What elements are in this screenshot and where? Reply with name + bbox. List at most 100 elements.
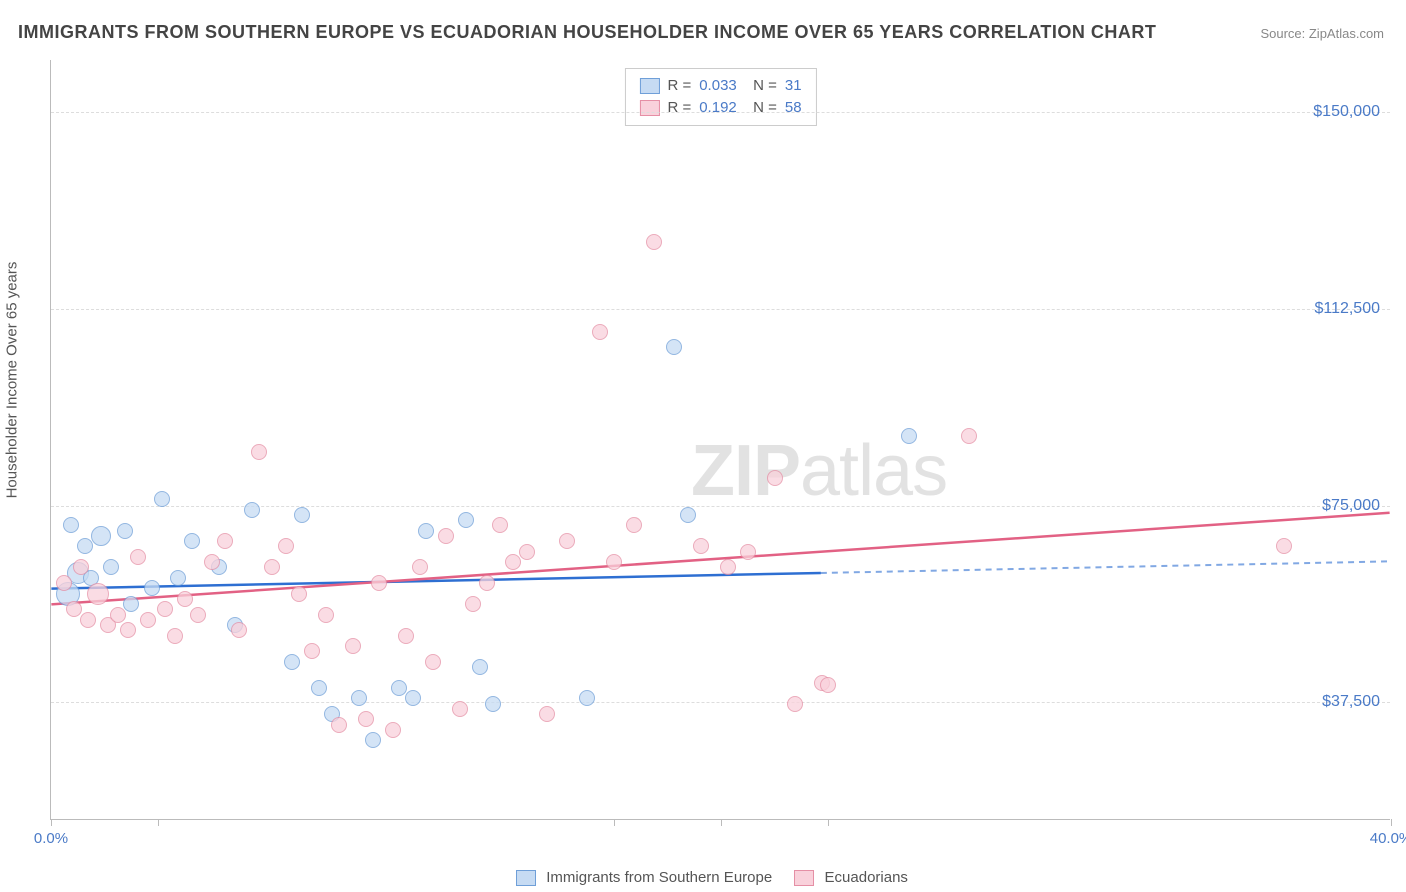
n-value-2: 58 [785,97,802,119]
data-point [190,607,206,623]
data-point [666,339,682,355]
data-point [579,690,595,706]
data-point [646,234,662,250]
data-point [177,591,193,607]
data-point [418,523,434,539]
data-point [539,706,555,722]
data-point [123,596,139,612]
trend-line [51,573,820,589]
data-point [251,444,267,460]
data-point [77,538,93,554]
data-point [465,596,481,612]
r-value-2: 0.192 [699,97,737,119]
data-point [278,538,294,554]
data-point [184,533,200,549]
n-value-1: 31 [785,75,802,97]
x-tick-label: 0.0% [34,830,68,847]
data-point [398,628,414,644]
data-point [73,559,89,575]
y-tick-label: $75,000 [1322,497,1380,515]
legend-row-1: R =0.033 N =31 [639,75,801,97]
data-point [318,607,334,623]
data-point [385,722,401,738]
data-point [351,690,367,706]
data-point [170,570,186,586]
data-point [626,517,642,533]
data-point [479,575,495,591]
data-point [458,512,474,528]
data-point [559,533,575,549]
data-point [311,680,327,696]
x-tick [828,819,829,826]
data-point [167,628,183,644]
data-point [140,612,156,628]
data-point [217,533,233,549]
data-point [1276,538,1292,554]
data-point [91,526,111,546]
data-point [204,554,220,570]
data-point [519,544,535,560]
data-point [130,549,146,565]
data-point [345,638,361,654]
x-tick [721,819,722,826]
y-tick-label: $37,500 [1322,693,1380,711]
data-point [231,622,247,638]
data-point [358,711,374,727]
data-point [117,523,133,539]
data-point [452,701,468,717]
data-point [264,559,280,575]
swatch-series-1 [639,78,659,94]
x-tick [614,819,615,826]
watermark-bold: ZIP [691,431,800,511]
data-point [820,677,836,693]
series-legend: Immigrants from Southern Europe Ecuadori… [0,869,1406,886]
series-label-2: Ecuadorians [825,869,908,886]
data-point [304,643,320,659]
gridline [51,702,1390,703]
chart-title: IMMIGRANTS FROM SOUTHERN EUROPE VS ECUAD… [18,22,1156,43]
series-label-1: Immigrants from Southern Europe [546,869,772,886]
data-point [412,559,428,575]
data-point [492,517,508,533]
x-tick-label: 40.0% [1370,830,1406,847]
data-point [365,732,381,748]
data-point [244,502,260,518]
data-point [120,622,136,638]
y-tick-label: $112,500 [1314,300,1380,318]
data-point [740,544,756,560]
y-tick-label: $150,000 [1313,103,1380,121]
data-point [56,575,72,591]
trend-lines [51,60,1390,819]
trend-line [51,513,1389,605]
swatch-bottom-2 [794,870,814,886]
x-tick [1391,819,1392,826]
data-point [87,583,109,605]
swatch-series-2 [639,100,659,116]
data-point [787,696,803,712]
data-point [438,528,454,544]
source-attribution: Source: ZipAtlas.com [1260,26,1384,41]
x-tick [51,819,52,826]
watermark-light: atlas [800,431,947,511]
data-point [291,586,307,602]
r-value-1: 0.033 [699,75,737,97]
gridline [51,309,1390,310]
data-point [425,654,441,670]
data-point [294,507,310,523]
x-tick [158,819,159,826]
data-point [405,690,421,706]
data-point [901,428,917,444]
data-point [767,470,783,486]
data-point [720,559,736,575]
data-point [680,507,696,523]
correlation-legend: R =0.033 N =31 R =0.192 N =58 [624,68,816,126]
data-point [154,491,170,507]
data-point [505,554,521,570]
trend-line-dashed [821,561,1390,573]
data-point [63,517,79,533]
swatch-bottom-1 [516,870,536,886]
data-point [284,654,300,670]
data-point [157,601,173,617]
y-axis-title: Householder Income Over 65 years [4,262,21,499]
gridline [51,112,1390,113]
